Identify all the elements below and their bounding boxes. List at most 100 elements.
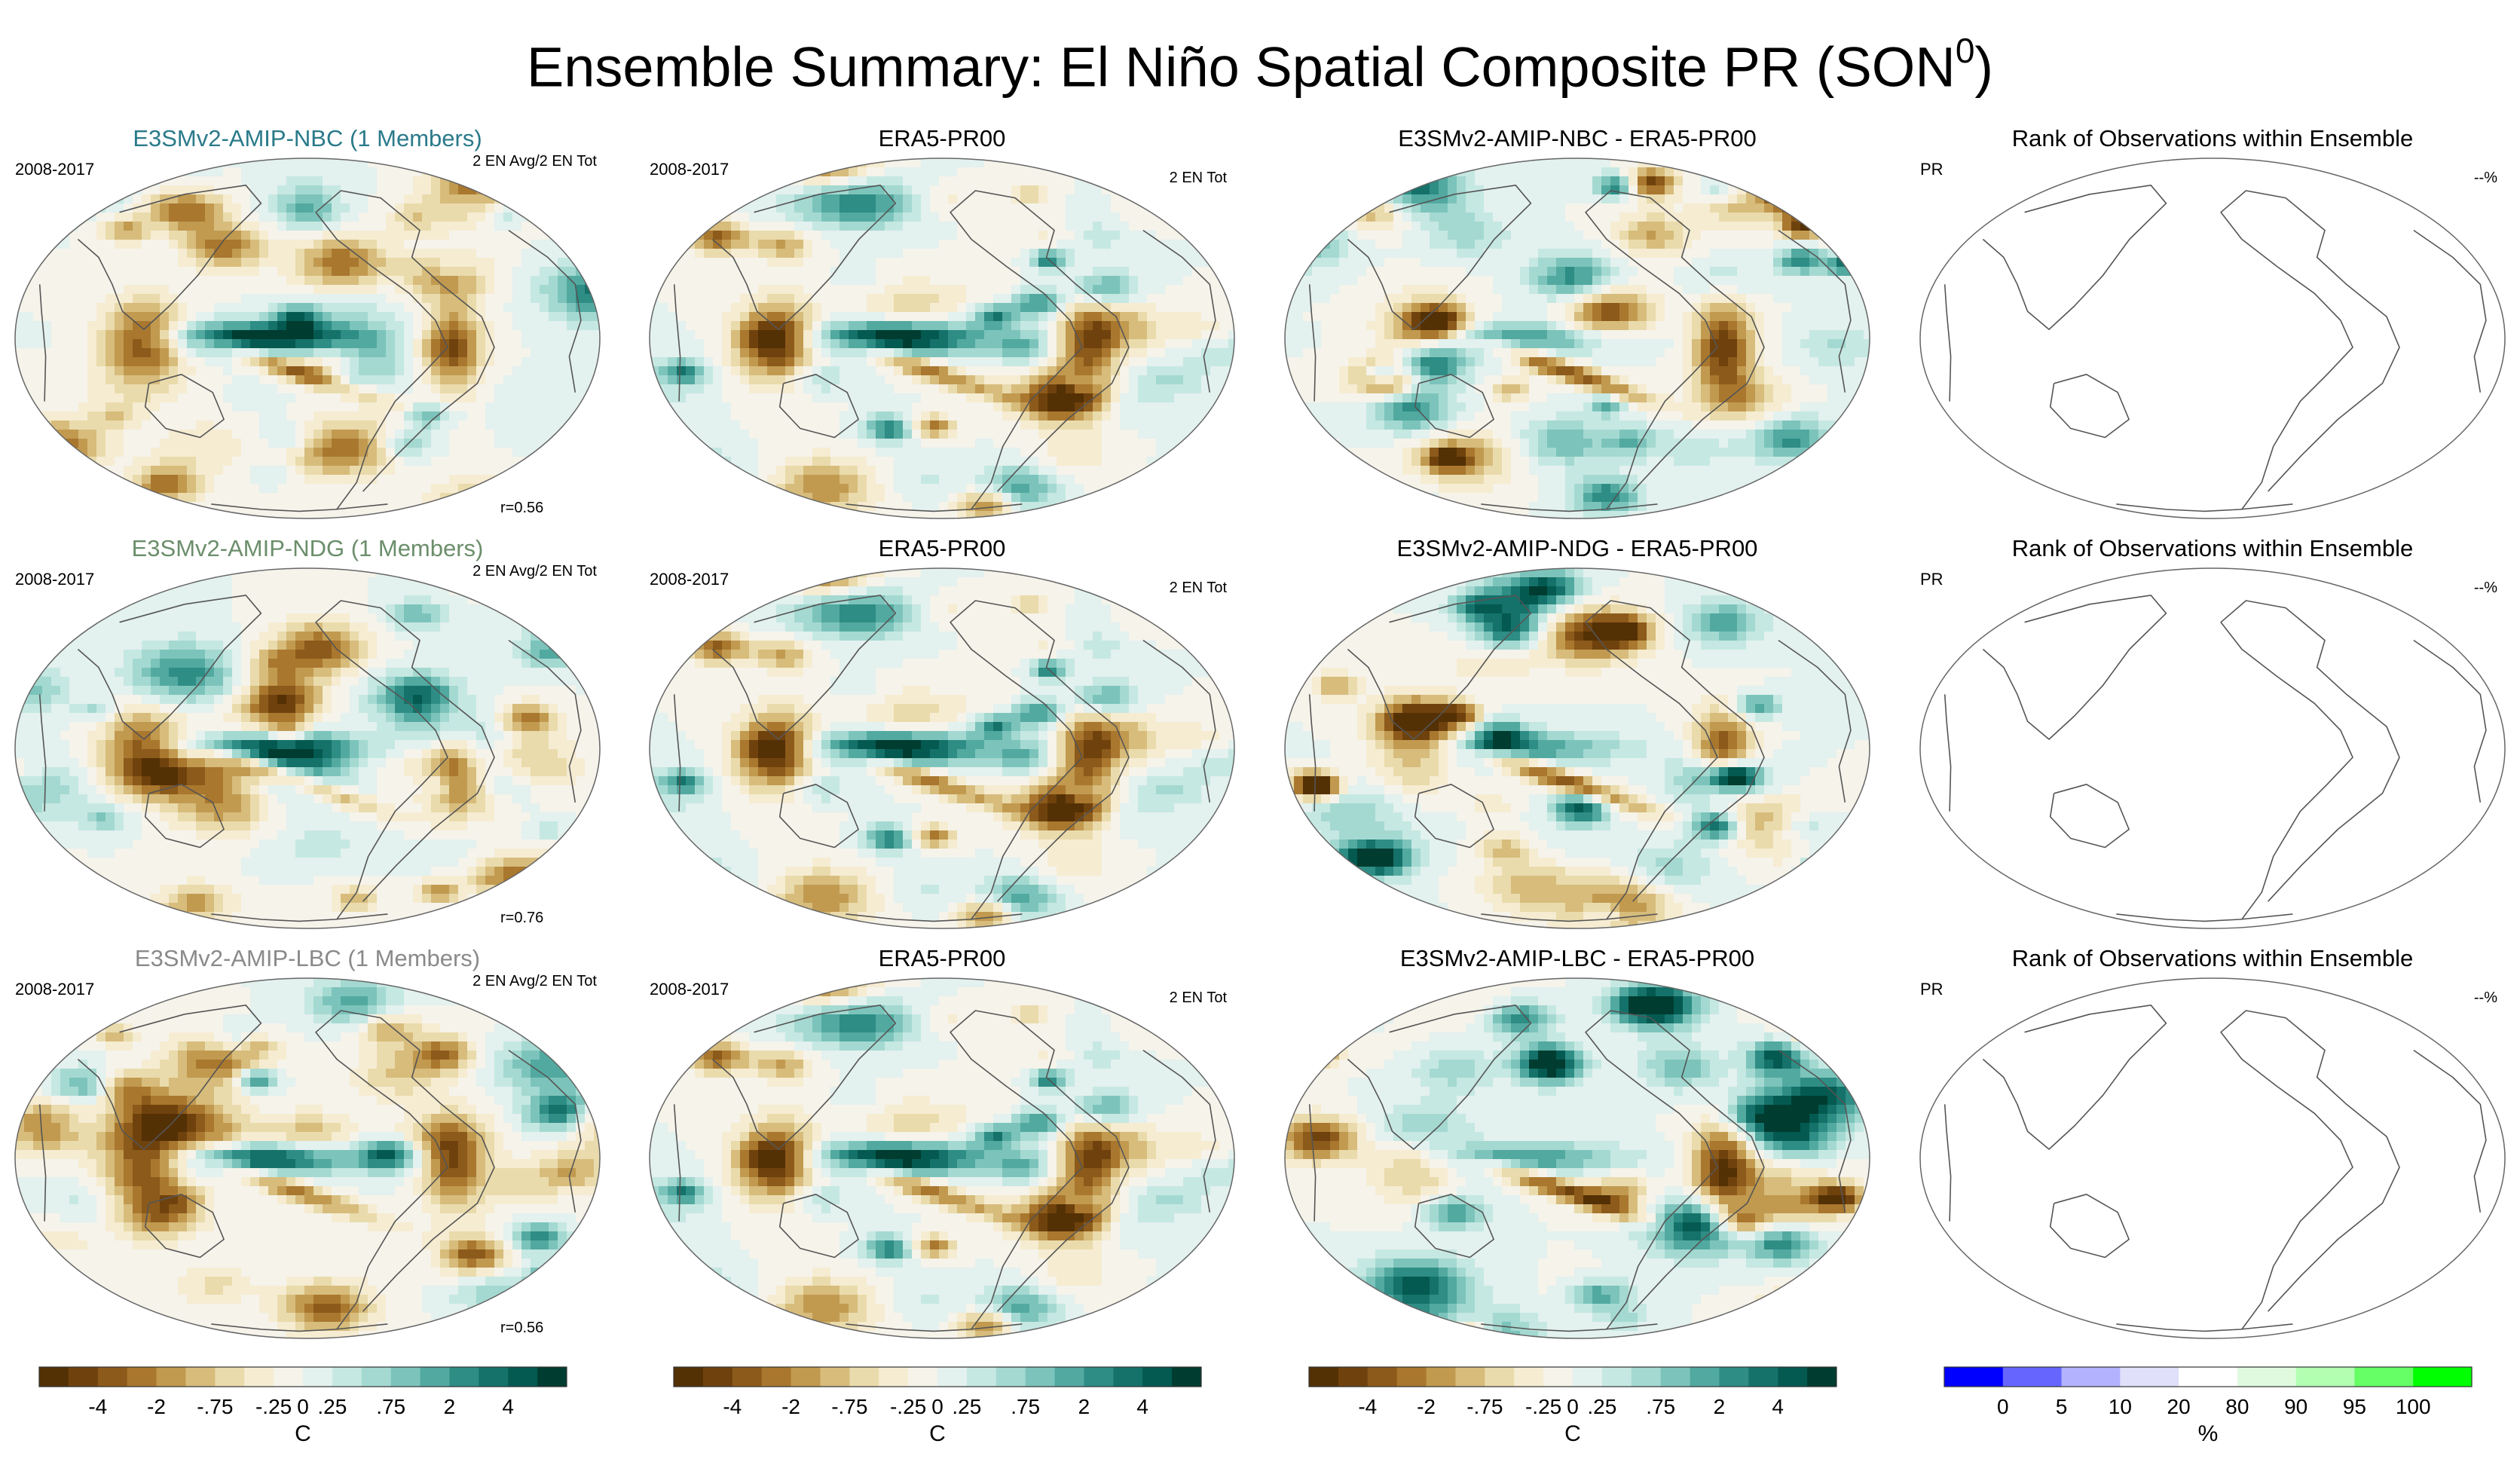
colorbar-tick-label: -.75 bbox=[197, 1395, 233, 1418]
map-outline bbox=[1284, 158, 1870, 519]
colorbar-swatch bbox=[674, 1367, 704, 1387]
colorbar-tick-label: 100 bbox=[2396, 1395, 2431, 1418]
map-field bbox=[1285, 978, 1870, 1338]
colorbar-swatch bbox=[1172, 1367, 1202, 1387]
colorbar-swatch bbox=[1631, 1367, 1662, 1387]
colorbar-swatch bbox=[2295, 1367, 2355, 1387]
colorbar-tick-label: 95 bbox=[2343, 1395, 2366, 1418]
colorbar-swatch bbox=[2237, 1367, 2297, 1387]
map-field bbox=[650, 978, 1234, 1338]
colorbar-tick-label: -4 bbox=[88, 1395, 107, 1418]
map-outline bbox=[14, 977, 601, 1339]
colorbar-tick-label: .75 bbox=[1011, 1395, 1040, 1418]
panel-2-0: E3SMv2-AMIP-LBC (1 Members) 2008-2017 2 EN… bbox=[14, 945, 601, 1339]
colorbar-swatch bbox=[508, 1367, 538, 1387]
map-field bbox=[1285, 158, 1870, 518]
colorbar-swatch bbox=[1025, 1367, 1056, 1387]
panel-left-label: 2008-2017 bbox=[650, 980, 729, 999]
map-outline bbox=[1919, 567, 2506, 929]
panel-right-label: --% bbox=[2474, 580, 2497, 596]
panel-left-label: PR bbox=[1920, 160, 1944, 179]
correlation-label: r=0.56 bbox=[500, 500, 543, 516]
map-outline bbox=[649, 567, 1235, 929]
colorbar-swatch bbox=[244, 1367, 274, 1387]
panel-0-0: E3SMv2-AMIP-NBC (1 Members) 2008-2017 2 EN… bbox=[14, 125, 601, 519]
colorbar-tick-label: 0 bbox=[931, 1395, 943, 1418]
panel-0-1: ERA5-PR00 2008-2017 2 EN Tot bbox=[649, 125, 1235, 519]
panel-right-label: 2 EN Avg/2 EN Tot bbox=[472, 973, 597, 989]
map-field bbox=[1920, 568, 2505, 928]
colorbar-tick-label: .25 bbox=[317, 1395, 347, 1418]
figure-title: Ensemble Summary: El Niño Spatial Compos… bbox=[0, 21, 2520, 102]
colorbar-swatch bbox=[303, 1367, 333, 1387]
colorbar-swatch bbox=[1573, 1367, 1603, 1387]
colorbar-swatch bbox=[1601, 1367, 1632, 1387]
panel-1-1: ERA5-PR00 2008-2017 2 EN Tot bbox=[649, 535, 1235, 929]
colorbar-swatch bbox=[420, 1367, 450, 1387]
map-field bbox=[650, 158, 1234, 518]
colorbar-swatch bbox=[156, 1367, 186, 1387]
colorbar-tick-label: -4 bbox=[723, 1395, 742, 1418]
map-outline bbox=[649, 977, 1235, 1339]
colorbar-tick-label: .25 bbox=[952, 1395, 981, 1418]
panel-left-label: 2008-2017 bbox=[15, 980, 94, 999]
colorbar-tick-label: 4 bbox=[502, 1395, 514, 1418]
colorbar-swatch bbox=[1485, 1367, 1515, 1387]
colorbar-tick-label: 0 bbox=[1997, 1395, 2009, 1418]
colorbar-swatch bbox=[274, 1367, 304, 1387]
colorbar-swatch bbox=[390, 1367, 421, 1387]
colorbar-tick-label: -.25 bbox=[890, 1395, 926, 1418]
colorbar-swatch bbox=[1367, 1367, 1398, 1387]
map-outline bbox=[1919, 158, 2506, 519]
map-field bbox=[650, 568, 1234, 928]
panel-left-label: 2008-2017 bbox=[15, 160, 94, 179]
colorbar-tick-label: 5 bbox=[2056, 1395, 2068, 1418]
panel-title: E3SMv2-AMIP-LBC (1 Members) bbox=[135, 945, 480, 971]
colorbar-unit: % bbox=[2198, 1421, 2219, 1446]
colorbar-tick-label: 80 bbox=[2225, 1395, 2249, 1418]
colorbar-swatch bbox=[1543, 1367, 1573, 1387]
colorbar-tick-label: -2 bbox=[781, 1395, 800, 1418]
colorbar-swatch bbox=[2354, 1367, 2414, 1387]
panel-1-3: Rank of Observations within Ensemble PR --… bbox=[1919, 535, 2506, 929]
colorbar-swatch bbox=[2413, 1367, 2473, 1387]
colorbar-unit: C bbox=[929, 1421, 946, 1446]
colorbar-swatch bbox=[849, 1367, 879, 1387]
panel-title: ERA5-PR00 bbox=[879, 535, 1006, 561]
map-outline bbox=[14, 567, 601, 929]
colorbar-tick-label: 2 bbox=[1714, 1395, 1726, 1418]
colorbar-swatch bbox=[215, 1367, 245, 1387]
panel-title: E3SMv2-AMIP-NDG - ERA5-PR00 bbox=[1397, 535, 1758, 561]
colorbar-swatch bbox=[995, 1367, 1026, 1387]
correlation-label: r=0.56 bbox=[500, 1320, 543, 1336]
colorbar-tick-label: 20 bbox=[2167, 1395, 2191, 1418]
colorbar-tick-label: 0 bbox=[297, 1395, 309, 1418]
colorbar-swatch bbox=[127, 1367, 158, 1387]
panel-right-label: --% bbox=[2474, 989, 2497, 1006]
panel-right-label: 2 EN Tot bbox=[1170, 170, 1228, 186]
colorbar-tick-label: .75 bbox=[376, 1395, 405, 1418]
colorbar-swatch bbox=[2120, 1367, 2179, 1387]
colorbar-swatch bbox=[1660, 1367, 1691, 1387]
title-close-paren: ) bbox=[1974, 36, 1993, 99]
colorbar-swatch bbox=[1778, 1367, 1808, 1387]
panel-2-3: Rank of Observations within Ensemble PR --… bbox=[1919, 945, 2506, 1339]
colorbar-swatch bbox=[1054, 1367, 1084, 1387]
colorbar-tick-label: -2 bbox=[1417, 1395, 1436, 1418]
map-outline bbox=[1284, 977, 1870, 1339]
colorbar-tick-label: .75 bbox=[1646, 1395, 1675, 1418]
map-field bbox=[15, 568, 600, 928]
map-field bbox=[15, 158, 600, 518]
colorbar-tick-label: .25 bbox=[1587, 1395, 1616, 1418]
panel-right-label: 2 EN Avg/2 EN Tot bbox=[472, 153, 597, 170]
panel-2-1: ERA5-PR00 2008-2017 2 EN Tot bbox=[649, 945, 1235, 1339]
colorbar-tick-label: 2 bbox=[444, 1395, 456, 1418]
colorbar-swatch bbox=[1514, 1367, 1544, 1387]
panel-1-0: E3SMv2-AMIP-NDG (1 Members) 2008-2017 2 EN… bbox=[14, 535, 601, 929]
colorbar-tick-label: 0 bbox=[1567, 1395, 1579, 1418]
colorbar-swatch bbox=[879, 1367, 909, 1387]
map-outline bbox=[1919, 977, 2506, 1339]
colorbar-swatch bbox=[702, 1367, 733, 1387]
colorbar-tick-label: -.25 bbox=[1525, 1395, 1561, 1418]
panel-1-2: E3SMv2-AMIP-NDG - ERA5-PR00 bbox=[1284, 535, 1870, 929]
